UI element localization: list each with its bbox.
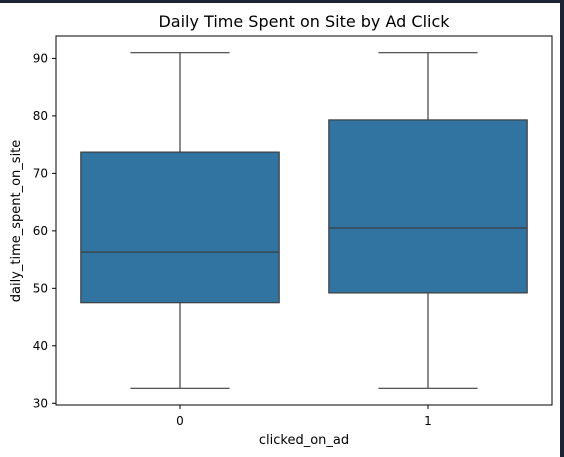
y-tick-label: 90 [33, 51, 48, 65]
y-tick-label: 70 [33, 166, 48, 180]
chart-title: Daily Time Spent on Site by Ad Click [158, 12, 450, 31]
box-1 [328, 119, 528, 294]
x-tick-label: 1 [424, 414, 432, 428]
x-tick-label: 0 [176, 414, 184, 428]
x-axis-title: clicked_on_ad [259, 433, 349, 448]
window-right-edge [560, 0, 564, 457]
box-0 [80, 151, 280, 304]
y-axis-title: daily_time_spent_on_site [9, 140, 24, 303]
y-tick-label: 30 [33, 396, 48, 410]
y-tick-label: 80 [33, 109, 48, 123]
window-top-edge [0, 0, 564, 3]
axes-frame [55, 35, 553, 406]
y-tick-label: 50 [33, 281, 48, 295]
y-tick-label: 60 [33, 224, 48, 238]
plot-area: 30 40 50 60 70 80 90 0 1 [33, 35, 553, 428]
y-tick-label: 40 [33, 339, 48, 353]
